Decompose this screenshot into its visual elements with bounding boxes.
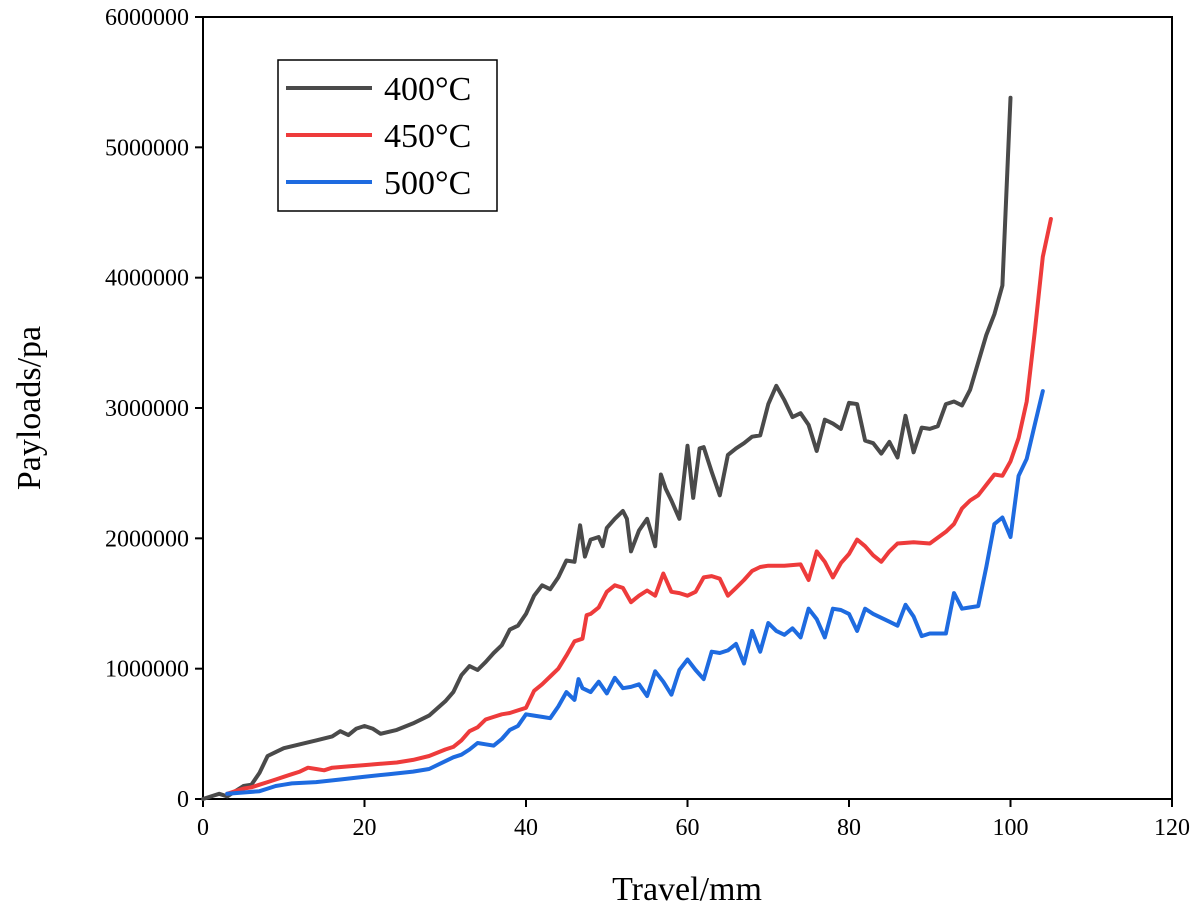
x-axis-title: Travel/mm [612,871,762,908]
legend: 400°C 450°C 500°C [277,59,498,212]
y-tick-label: 6000000 [105,5,189,31]
y-axis-title: Payloads/pa [11,326,48,490]
series-lines [201,95,1053,801]
series-line [201,95,1013,801]
y-tick-label: 0 [177,787,189,813]
series-line [225,389,1045,796]
y-tick-label: 2000000 [105,526,189,552]
x-tick-label: 20 [353,815,377,841]
series-line [225,217,1053,796]
y-tick-label: 3000000 [105,396,189,422]
legend-label: 500°C [384,165,471,202]
y-axis-ticks: 0 1000000 2000000 3000000 4000000 5000000 6000… [105,5,203,813]
x-tick-label: 60 [676,815,700,841]
x-tick-label: 100 [993,815,1029,841]
x-tick-label: 80 [837,815,861,841]
x-tick-label: 0 [197,815,209,841]
legend-label: 400°C [384,71,471,108]
x-tick-label: 120 [1154,815,1190,841]
y-tick-label: 1000000 [105,657,189,683]
legend-label: 450°C [384,118,471,155]
y-tick-label: 4000000 [105,266,189,292]
x-axis-ticks: 0 20 40 60 80 100 120 [197,799,1190,841]
x-tick-label: 40 [514,815,538,841]
y-tick-label: 5000000 [105,135,189,161]
